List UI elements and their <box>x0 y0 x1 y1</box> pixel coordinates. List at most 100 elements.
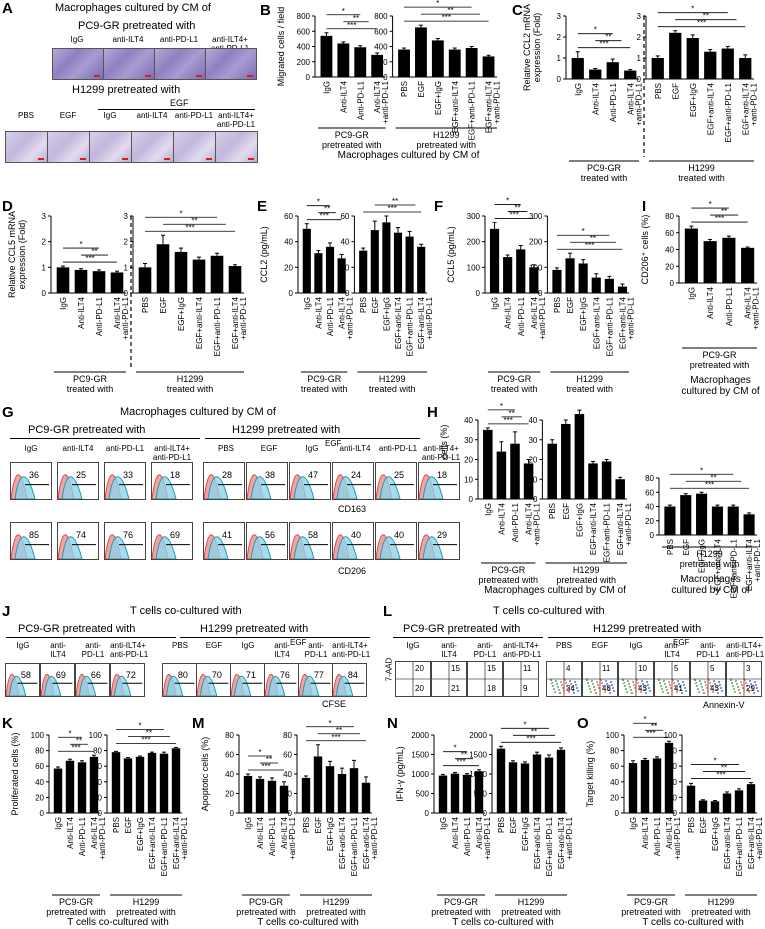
category-label: +anti-PD-L1 <box>493 80 502 123</box>
event-dot <box>746 685 748 687</box>
event-dot <box>665 686 667 688</box>
event-dot <box>682 681 684 683</box>
y-axis-label: IFN-γ (pg/mL) <box>395 746 405 802</box>
bar <box>606 62 619 79</box>
event-dot <box>560 681 562 683</box>
significance-star: * <box>436 0 439 8</box>
category-label: EGF <box>314 817 323 834</box>
event-dot <box>589 688 591 690</box>
y-tick-label: 80 <box>93 747 102 756</box>
significance-star: ** <box>651 722 657 731</box>
event-dot <box>701 686 703 688</box>
bar <box>438 775 448 813</box>
bar <box>74 269 88 293</box>
event-dot <box>599 690 601 692</box>
significance-star: * <box>258 748 261 757</box>
flow-histogram: 80 <box>162 663 197 697</box>
bar <box>325 766 335 813</box>
flow-histogram: 28 <box>203 462 245 500</box>
event-dot <box>648 687 650 689</box>
category-label: EGF+anti-PD-L1 <box>160 816 169 876</box>
h1299-bracket <box>180 637 370 638</box>
gate-percentage: 80 <box>177 670 188 681</box>
gate-percentage: 71 <box>245 670 256 681</box>
flow-dot-plot: 3 29 <box>726 661 762 697</box>
bar <box>503 257 513 293</box>
flow-dot-plot: 5 41 <box>654 661 690 697</box>
event-dot <box>640 691 642 693</box>
gate-percentage: 76 <box>279 670 290 681</box>
category-label: EGF+anti-PD-L1 <box>406 296 415 356</box>
y-tick-label: 1500 <box>469 751 487 760</box>
condition-label: anti- ILT4 <box>50 641 66 659</box>
flow-dot-plot: 15 21 <box>431 661 467 697</box>
group-caption: pretreated with <box>556 575 616 585</box>
significance-star: * <box>179 209 182 218</box>
event-dot <box>574 681 576 683</box>
sample-peak <box>336 476 358 499</box>
panel-letter: D <box>2 198 13 215</box>
event-dot <box>563 690 565 692</box>
bar <box>267 780 277 813</box>
category-label: EGF <box>509 817 518 834</box>
bar <box>669 32 682 79</box>
event-dot <box>685 690 687 692</box>
event-dot <box>720 687 722 689</box>
bar <box>743 514 755 535</box>
bar <box>552 269 562 293</box>
sample-peak <box>293 536 315 559</box>
bar <box>532 754 542 813</box>
y-tick-label: 20 <box>284 263 293 272</box>
event-dot <box>753 692 755 694</box>
category-label: PBS <box>497 817 506 833</box>
event-dot <box>664 683 666 685</box>
bar <box>192 259 206 293</box>
panel-a-pc9-header: PC9-GR pretreated with <box>78 20 196 32</box>
bar <box>325 246 335 293</box>
category-label: Anti-ILT4 <box>475 816 484 848</box>
event-dot <box>674 685 676 687</box>
panel-letter: N <box>387 715 398 732</box>
bar <box>462 774 472 813</box>
flow-histogram: 33 <box>104 462 146 500</box>
panel-j-pc9-header: PC9-GR pretreated with <box>18 623 136 635</box>
bar <box>746 784 756 813</box>
panel-l: L T cells co-cultured with PC9-GR pretre… <box>383 603 765 713</box>
group-caption: pretreated with <box>680 559 740 569</box>
significance-star: * <box>700 466 703 475</box>
y-tick-label: 80 <box>665 212 674 221</box>
event-dot <box>748 691 750 693</box>
event-dot <box>611 684 613 686</box>
category-label: EGF+anti-ILT4 <box>485 80 494 133</box>
category-label: Anti-ILT4 <box>706 286 715 318</box>
condition-label: PBS <box>171 641 188 650</box>
y-tick-label: 200 <box>374 58 388 67</box>
bar <box>337 43 350 77</box>
sample-peak <box>233 675 252 696</box>
category-label: EGF+anti-ILT4 <box>618 296 627 349</box>
upper-quadrant-value: 20 <box>415 664 424 673</box>
flow-dot-plot: 11 9 <box>503 661 539 697</box>
flow-histogram: 41 <box>203 522 245 560</box>
event-dot <box>642 683 644 685</box>
micrograph-label: PBS <box>17 111 34 120</box>
flow-histogram: 24 <box>332 462 374 500</box>
y-tick-label: 300 <box>529 212 543 221</box>
y-tick-label: 20 <box>35 793 44 802</box>
y-tick-label: 0 <box>425 809 430 818</box>
chart-k: K Proliferated cells (%) 0 20 40 60 80 100 IgG An… <box>0 715 190 929</box>
y-tick-label: 2 <box>557 33 562 42</box>
pc9-bracket <box>6 637 176 638</box>
category-label: Anti-ILT4 <box>66 816 75 848</box>
flow-histogram: 58 <box>5 663 40 697</box>
bottom-caption: Macrophages <box>690 375 751 386</box>
event-dot <box>719 684 721 686</box>
y-tick-label: 20 <box>283 790 292 799</box>
y-tick-label: 2 <box>124 238 129 247</box>
category-label: EGF <box>417 81 426 98</box>
event-dot <box>603 688 605 690</box>
event-dot <box>627 680 629 682</box>
event-dot <box>570 683 572 685</box>
panel-letter: G <box>2 404 14 421</box>
category-label: EGF+IgG <box>575 503 584 537</box>
